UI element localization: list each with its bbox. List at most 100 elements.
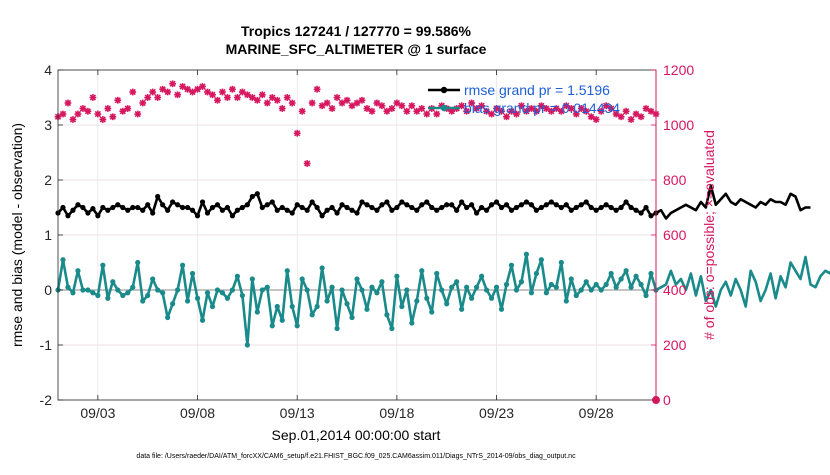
asterisk-stroke-d2 — [89, 94, 96, 101]
series-0-point-46 — [284, 207, 290, 213]
series-0-point-119 — [648, 213, 654, 219]
series-0-point-91 — [508, 207, 515, 213]
series-0-point-53 — [319, 213, 325, 219]
series-1-point-33 — [219, 290, 226, 296]
asterisk-stroke-d2 — [99, 116, 106, 123]
series-0-point-98 — [543, 202, 549, 208]
series-1-point-81 — [459, 306, 465, 312]
series-1-point-71 — [409, 320, 415, 326]
chart-title-line2: MARINE_SFC_ALTIMETER @ 1 surface — [226, 41, 487, 57]
series-1-point-6 — [85, 287, 91, 293]
series-0-point-60 — [354, 210, 360, 216]
series-0-point-16 — [135, 204, 141, 211]
obs-evaluated-point-43 — [268, 94, 276, 101]
obs-evaluated-point-15 — [129, 88, 137, 96]
obs-evaluated-point-83 — [468, 99, 476, 107]
series-1-point-5 — [80, 287, 86, 293]
asterisk-stroke-d2 — [528, 105, 535, 112]
series-0-point-24 — [175, 202, 181, 208]
series-0-point-45 — [279, 204, 285, 211]
obs-evaluated-point-90 — [503, 113, 510, 121]
series-0-point-38 — [244, 202, 250, 208]
series-0-point-30 — [204, 210, 211, 216]
y-right-tick-label-3: 600 — [663, 227, 687, 243]
asterisk-stroke-d2 — [343, 97, 351, 104]
series-0-point-10 — [105, 207, 111, 213]
asterisk-stroke-d2 — [642, 105, 650, 112]
obs-evaluated-point-114 — [622, 107, 630, 115]
series-0-point-103 — [568, 207, 574, 213]
series-1-point-50 — [304, 287, 310, 293]
series-1-point-96 — [533, 270, 540, 277]
series-1-point-36 — [234, 273, 240, 279]
series-0-point-76 — [434, 207, 440, 213]
obs-evaluated-point-95 — [528, 105, 535, 112]
series-1-point-24 — [175, 287, 181, 293]
series-0-point-69 — [399, 199, 405, 205]
series-1-point-99 — [548, 281, 554, 288]
obs-evaluated-point-20 — [154, 94, 162, 101]
series-1-point-66 — [384, 312, 390, 318]
asterisk-stroke-d2 — [294, 130, 301, 137]
obs-evaluated-point-91 — [508, 107, 515, 115]
series-0-point-25 — [179, 204, 186, 211]
obs-evaluated-point-65 — [378, 102, 386, 110]
series-0-point-52 — [314, 204, 320, 211]
obs-evaluated-point-50 — [303, 160, 311, 167]
asterisk-stroke-d2 — [632, 110, 640, 118]
asterisk-stroke-d2 — [423, 110, 430, 118]
series-1-point-3 — [70, 290, 76, 296]
series-0-point-82 — [464, 204, 470, 211]
series-0-point-65 — [379, 202, 385, 208]
obs-evaluated-point-67 — [388, 105, 396, 112]
asterisk-stroke-d2 — [284, 94, 291, 101]
asterisk-stroke-d2 — [543, 105, 550, 112]
series-0-point-96 — [533, 207, 540, 213]
series-0-point-21 — [160, 202, 166, 208]
obs-evaluated-point-85 — [478, 102, 485, 110]
asterisk-stroke-d2 — [563, 102, 570, 109]
obs-evaluated-point-19 — [149, 88, 157, 96]
series-1-point-26 — [184, 298, 191, 304]
series-1 — [55, 251, 830, 348]
obs-evaluated-point-71 — [408, 102, 416, 110]
series-1-point-95 — [528, 290, 535, 296]
series-1-point-74 — [424, 295, 430, 301]
obs-evaluated-point-25 — [179, 83, 186, 90]
obs-evaluated-point-13 — [119, 107, 127, 115]
series-0-point-66 — [384, 199, 390, 205]
series-1-point-2 — [65, 284, 71, 290]
asterisk-stroke-d2 — [348, 102, 356, 109]
asterisk-stroke-d2 — [603, 102, 610, 109]
asterisk-stroke-d2 — [323, 99, 331, 107]
asterisk-stroke-d2 — [473, 105, 480, 112]
series-1-point-98 — [543, 290, 549, 296]
obs-evaluated-point-54 — [323, 99, 331, 107]
obs-evaluated-point-3 — [69, 116, 77, 123]
series-0-point-40 — [254, 191, 260, 197]
y-axis-right: 0 200 400 600 800 1000 1200 — [651, 62, 694, 408]
obs-evaluated-point-118 — [642, 105, 650, 112]
obs-evaluated-point-105 — [577, 105, 585, 112]
asterisk-stroke-d2 — [229, 86, 236, 93]
asterisk-stroke-d2 — [249, 94, 256, 101]
asterisk-stroke-d2 — [488, 110, 495, 118]
obs-evaluated-point-28 — [194, 85, 201, 93]
asterisk-stroke-d2 — [254, 97, 261, 104]
obs-evaluated-point-47 — [288, 99, 296, 107]
legend: rmse grand pr = 1.5196 bias grand pr = 0.… — [428, 82, 620, 116]
series-1-point-10 — [105, 295, 111, 301]
legend-label-0: rmse grand pr = 1.5196 — [464, 82, 610, 98]
series-1-point-55 — [329, 284, 335, 290]
series-0-point-67 — [389, 207, 395, 213]
obs-evaluated-point-33 — [219, 88, 226, 96]
asterisk-stroke-d2 — [618, 113, 625, 120]
asterisk-stroke-d2 — [84, 108, 92, 115]
series-1-point-48 — [294, 323, 300, 329]
x-tick-label-0: 09/03 — [80, 405, 115, 421]
series-0-point-39 — [249, 193, 255, 200]
series-1-point-32 — [214, 287, 221, 293]
series-0-point-64 — [374, 207, 380, 213]
asterisk-stroke-d2 — [578, 105, 585, 112]
